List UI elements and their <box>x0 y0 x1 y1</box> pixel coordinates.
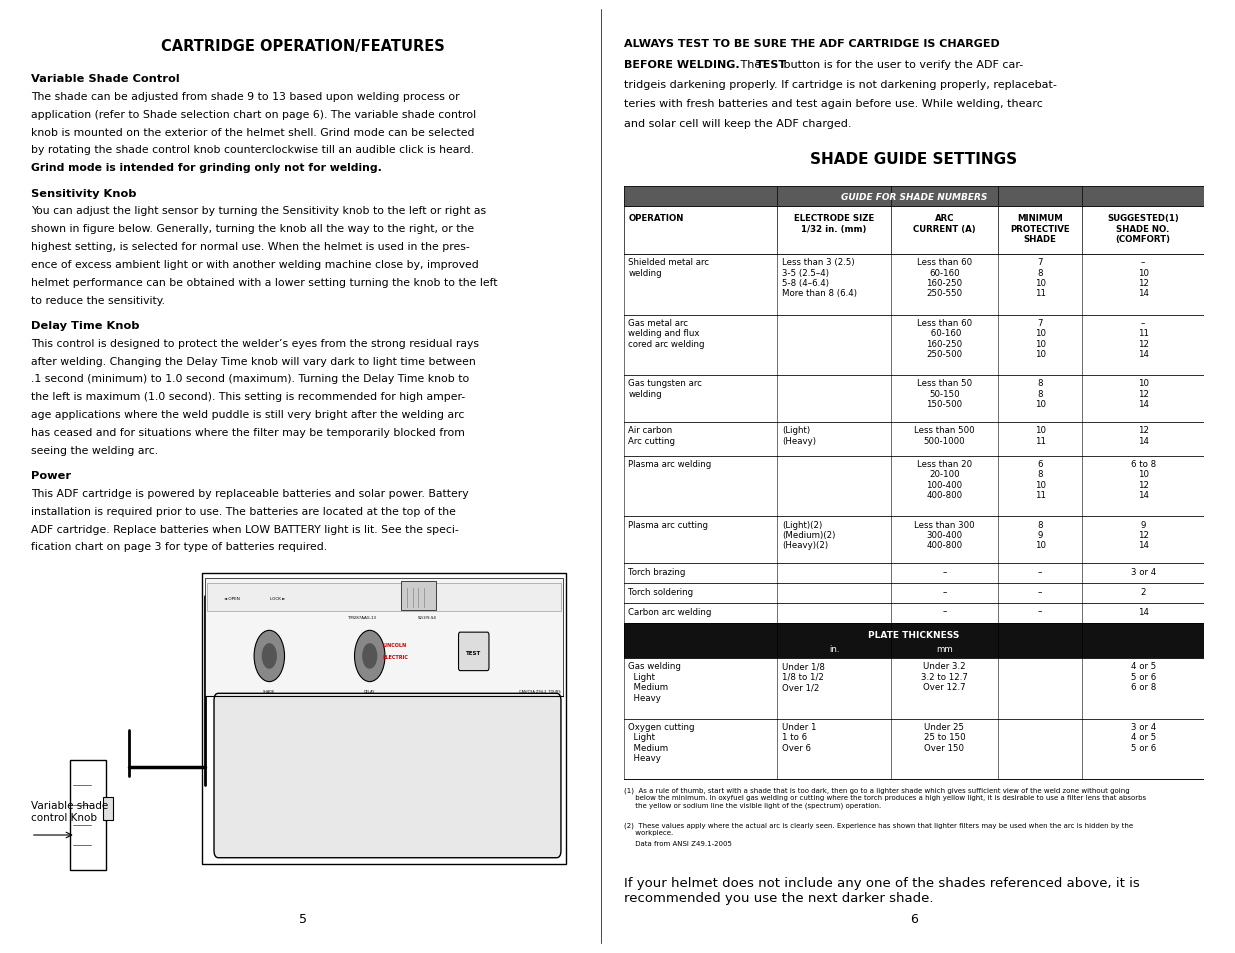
Text: –: – <box>942 587 946 596</box>
Text: 14: 14 <box>1137 607 1149 616</box>
FancyBboxPatch shape <box>458 633 489 671</box>
FancyBboxPatch shape <box>214 694 561 858</box>
Bar <box>624 564 1204 584</box>
Text: 7
10
10
10: 7 10 10 10 <box>1035 318 1046 358</box>
Bar <box>624 623 1204 659</box>
Bar <box>205 578 563 697</box>
Bar <box>624 719 1204 780</box>
Text: teries with fresh batteries and test again before use. While welding, thearc: teries with fresh batteries and test aga… <box>624 99 1042 109</box>
FancyBboxPatch shape <box>203 574 566 864</box>
Text: Plasma arc cutting: Plasma arc cutting <box>629 520 709 529</box>
Text: 8
8
10: 8 8 10 <box>1035 379 1046 409</box>
FancyBboxPatch shape <box>401 581 436 610</box>
Bar <box>624 517 1204 564</box>
Text: CARTRIDGE OPERATION/FEATURES: CARTRIDGE OPERATION/FEATURES <box>161 39 445 54</box>
Text: Gas tungsten arc
welding: Gas tungsten arc welding <box>629 379 703 398</box>
Text: 10
11: 10 11 <box>1035 426 1046 445</box>
Text: Less than 60
 60-160
160-250
250-500: Less than 60 60-160 160-250 250-500 <box>916 318 972 358</box>
Text: –: – <box>1037 567 1042 576</box>
Text: Variable shade
control Knob: Variable shade control Knob <box>31 801 109 821</box>
Text: ELECTRIC: ELECTRIC <box>382 655 408 659</box>
Text: 7
8
10
11: 7 8 10 11 <box>1035 258 1046 298</box>
Text: (1)  As a rule of thumb, start with a shade that is too dark, then go to a light: (1) As a rule of thumb, start with a sha… <box>624 787 1146 808</box>
Text: Oxygen cutting
  Light
  Medium
  Heavy: Oxygen cutting Light Medium Heavy <box>629 722 695 762</box>
Text: ELECTRODE SIZE
1/32 in. (mm): ELECTRODE SIZE 1/32 in. (mm) <box>794 214 874 233</box>
Text: Under 1
1 to 6
Over 6: Under 1 1 to 6 Over 6 <box>782 722 816 752</box>
Text: highest setting, is selected for normal use. When the helmet is used in the pres: highest setting, is selected for normal … <box>31 242 469 252</box>
Text: ADF cartridge. Replace batteries when LOW BATTERY light is lit. See the speci-: ADF cartridge. Replace batteries when LO… <box>31 524 458 534</box>
Text: to reduce the sensitivity.: to reduce the sensitivity. <box>31 295 165 305</box>
Text: Gas metal arc
welding and flux
cored arc welding: Gas metal arc welding and flux cored arc… <box>629 318 705 348</box>
Text: (2)  These values apply where the actual arc is clearly seen. Experience has sho: (2) These values apply where the actual … <box>624 821 1132 835</box>
Text: Delay Time Knob: Delay Time Knob <box>31 320 140 331</box>
FancyBboxPatch shape <box>70 760 105 870</box>
Text: 6 to 8
10
12
14: 6 to 8 10 12 14 <box>1130 459 1156 499</box>
Text: (Light)(2)
(Medium)(2)
(Heavy)(2): (Light)(2) (Medium)(2) (Heavy)(2) <box>782 520 836 550</box>
Text: helmet performance can be obtained with a lower setting turning the knob to the : helmet performance can be obtained with … <box>31 277 498 288</box>
Text: LINCOLN: LINCOLN <box>383 642 408 647</box>
Text: 4 or 5
5 or 6
6 or 8: 4 or 5 5 or 6 6 or 8 <box>1130 661 1156 692</box>
Text: PLATE THICKNESS: PLATE THICKNESS <box>868 630 960 639</box>
Text: ence of excess ambient light or with another welding machine close by, improved: ence of excess ambient light or with ano… <box>31 259 479 270</box>
Text: tridgeis darkening properly. If cartridge is not darkening properly, replacebat-: tridgeis darkening properly. If cartridg… <box>624 79 1057 90</box>
Text: –: – <box>942 567 946 576</box>
Text: 8
9
10: 8 9 10 <box>1035 520 1046 550</box>
Bar <box>624 604 1204 623</box>
Bar <box>103 797 112 820</box>
Text: Under 3.2
3.2 to 12.7
Over 12.7: Under 3.2 3.2 to 12.7 Over 12.7 <box>921 661 968 692</box>
Text: seeing the welding arc.: seeing the welding arc. <box>31 445 158 456</box>
Text: Data from ANSI Z49.1-2005: Data from ANSI Z49.1-2005 <box>624 840 731 846</box>
Bar <box>624 187 1204 207</box>
Text: Grind mode is intended for grinding only not for welding.: Grind mode is intended for grinding only… <box>31 163 382 173</box>
Text: ALWAYS TEST TO BE SURE THE ADF CARTRIDGE IS CHARGED: ALWAYS TEST TO BE SURE THE ADF CARTRIDGE… <box>624 39 999 50</box>
Text: S2/3/9-S4: S2/3/9-S4 <box>419 616 437 619</box>
Text: 3 or 4: 3 or 4 <box>1130 567 1156 576</box>
Circle shape <box>254 631 284 682</box>
Text: LOCK ►: LOCK ► <box>270 596 285 600</box>
Text: The shade can be adjusted from shade 9 to 13 based upon welding process or: The shade can be adjusted from shade 9 t… <box>31 91 459 102</box>
Circle shape <box>354 631 385 682</box>
Text: 6
8
10
11: 6 8 10 11 <box>1035 459 1046 499</box>
Text: This ADF cartridge is powered by replaceable batteries and solar power. Battery: This ADF cartridge is powered by replace… <box>31 488 468 498</box>
Text: CAN/CSA Z94.3  TOURS: CAN/CSA Z94.3 TOURS <box>519 690 561 694</box>
Text: This control is designed to protect the welder’s eyes from the strong residual r: This control is designed to protect the … <box>31 338 479 349</box>
Text: –: – <box>1037 587 1042 596</box>
Text: Gas welding
  Light
  Medium
  Heavy: Gas welding Light Medium Heavy <box>629 661 682 701</box>
Bar <box>624 456 1204 517</box>
Text: has ceased and for situations where the filter may be temporarily blocked from: has ceased and for situations where the … <box>31 428 464 437</box>
Text: Under 25
25 to 150
Over 150: Under 25 25 to 150 Over 150 <box>924 722 966 752</box>
Text: Less than 300
300-400
400-800: Less than 300 300-400 400-800 <box>914 520 974 550</box>
Text: TEST: TEST <box>466 650 482 655</box>
Text: Less than 500
500-1000: Less than 500 500-1000 <box>914 426 974 445</box>
Text: SHADE: SHADE <box>263 690 275 694</box>
Text: Variable Shade Control: Variable Shade Control <box>31 74 179 84</box>
Text: Torch soldering: Torch soldering <box>629 587 693 596</box>
Circle shape <box>362 643 378 669</box>
Text: GUIDE FOR SHADE NUMBERS: GUIDE FOR SHADE NUMBERS <box>841 193 987 201</box>
Bar <box>624 584 1204 604</box>
Text: .1 second (minimum) to 1.0 second (maximum). Turning the Delay Time knob to: .1 second (minimum) to 1.0 second (maxim… <box>31 374 469 384</box>
Text: 9
12
14: 9 12 14 <box>1137 520 1149 550</box>
Text: Less than 60
60-160
160-250
250-550: Less than 60 60-160 160-250 250-550 <box>916 258 972 298</box>
Text: ◄ OPEN: ◄ OPEN <box>224 596 240 600</box>
Text: –: – <box>942 607 946 616</box>
Text: in.: in. <box>829 644 840 653</box>
Text: and solar cell will keep the ADF charged.: and solar cell will keep the ADF charged… <box>624 119 851 129</box>
Bar <box>624 423 1204 456</box>
Text: Power: Power <box>31 471 70 480</box>
Text: 3 or 4
4 or 5
5 or 6: 3 or 4 4 or 5 5 or 6 <box>1130 722 1156 752</box>
Text: DELAY: DELAY <box>364 690 375 694</box>
Bar <box>207 583 561 611</box>
Text: You can adjust the light sensor by turning the Sensitivity knob to the left or r: You can adjust the light sensor by turni… <box>31 206 487 216</box>
Bar <box>624 315 1204 375</box>
Text: SHADE GUIDE SETTINGS: SHADE GUIDE SETTINGS <box>810 152 1018 167</box>
Bar <box>624 254 1204 315</box>
Circle shape <box>262 643 277 669</box>
Text: 2: 2 <box>1140 587 1146 596</box>
Text: 10
12
14: 10 12 14 <box>1137 379 1149 409</box>
Text: Torch brazing: Torch brazing <box>629 567 685 576</box>
Text: ARC
CURRENT (A): ARC CURRENT (A) <box>913 214 976 233</box>
Bar <box>624 207 1204 254</box>
Text: Under 1/8
1/8 to 1/2
Over 1/2: Under 1/8 1/8 to 1/2 Over 1/2 <box>782 661 825 692</box>
Text: BEFORE WELDING.: BEFORE WELDING. <box>624 60 740 70</box>
